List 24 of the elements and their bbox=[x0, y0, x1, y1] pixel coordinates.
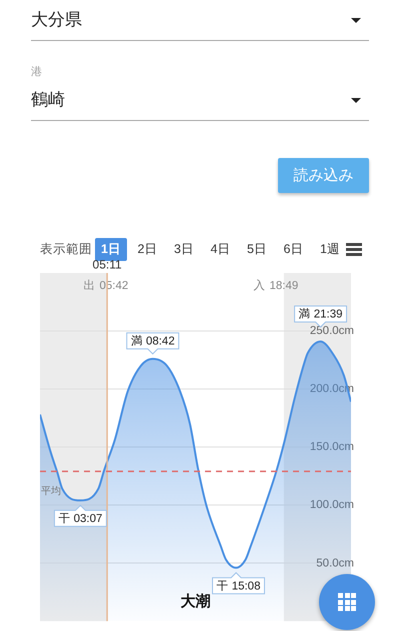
text: 2日 bbox=[138, 242, 158, 257]
annotation: 入 bbox=[253, 278, 266, 292]
text: 6日 bbox=[284, 242, 304, 257]
y-tick-label: 250.0cm bbox=[310, 325, 354, 338]
text: 1週 bbox=[320, 242, 340, 257]
tab: 1日 bbox=[95, 238, 127, 261]
annotation: 満 08:42 bbox=[130, 334, 175, 348]
button: 読み込み bbox=[278, 158, 369, 193]
select-field: 鶴崎 bbox=[31, 80, 369, 121]
select-field: 大分県 bbox=[31, 0, 369, 41]
text: 5日 bbox=[247, 242, 267, 257]
y-tick-label: 100.0cm bbox=[310, 499, 354, 512]
ref-line-label: 平均 bbox=[41, 485, 61, 498]
text: 表示範囲 bbox=[40, 242, 92, 257]
annotation: 出 bbox=[83, 279, 96, 292]
annotation: 大潮 bbox=[180, 593, 210, 610]
x-tick-label: 18:49 bbox=[269, 280, 298, 292]
annotation: 満 21:39 bbox=[298, 308, 343, 321]
text: 港 bbox=[31, 66, 42, 79]
text: 3日 bbox=[174, 242, 194, 257]
annotation: 干 15:08 bbox=[216, 579, 260, 592]
annotation: 干 03:07 bbox=[58, 512, 102, 526]
y-tick-label: 50.0cm bbox=[316, 557, 354, 570]
text: 4日 bbox=[210, 242, 230, 257]
